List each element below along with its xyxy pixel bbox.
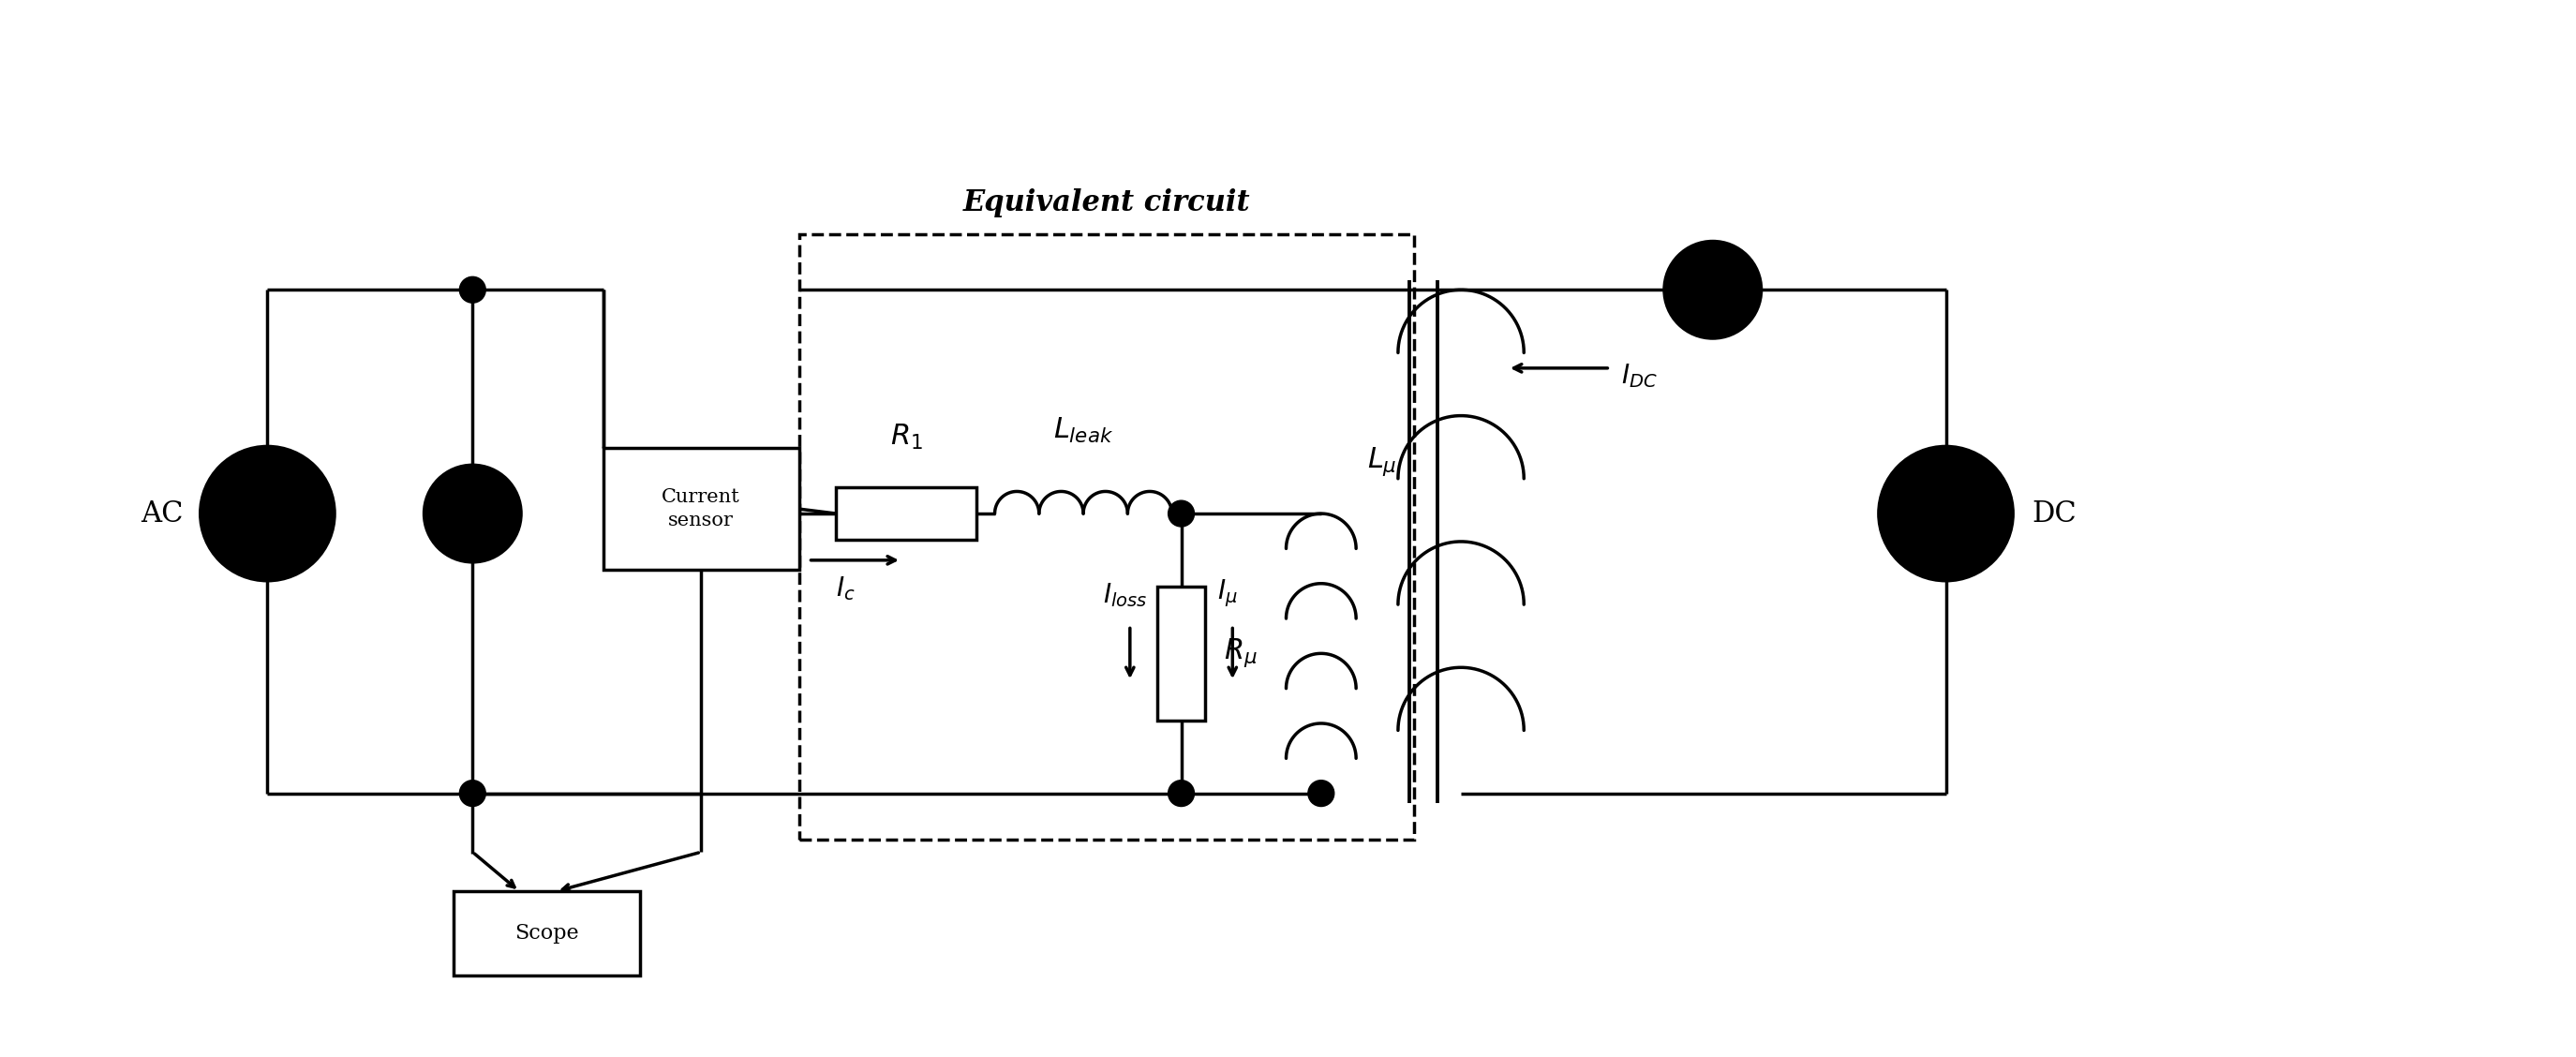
Text: $I_{loss}$: $I_{loss}$ — [1103, 580, 1146, 609]
Circle shape — [1167, 501, 1195, 526]
Circle shape — [1309, 780, 1334, 806]
Text: $I_{\mu}$: $I_{\mu}$ — [1218, 577, 1239, 609]
Text: −: − — [1924, 525, 1945, 549]
Text: Scope: Scope — [515, 923, 580, 944]
Circle shape — [459, 277, 487, 303]
Text: $R_1$: $R_1$ — [889, 423, 922, 452]
Bar — [799, 234, 1414, 840]
Bar — [603, 448, 799, 570]
Text: $L_{\mu}$: $L_{\mu}$ — [1368, 446, 1396, 478]
Text: $I_{DC}$: $I_{DC}$ — [1620, 361, 1656, 390]
Text: V: V — [464, 501, 482, 526]
Bar — [837, 487, 976, 540]
Circle shape — [201, 446, 335, 580]
Text: $L_{leak}$: $L_{leak}$ — [1054, 416, 1113, 445]
Text: A: A — [1703, 277, 1723, 302]
Circle shape — [1167, 780, 1195, 806]
Circle shape — [1664, 241, 1762, 338]
Circle shape — [425, 465, 520, 562]
Text: $I_c$: $I_c$ — [835, 574, 855, 602]
Text: Equivalent circuit: Equivalent circuit — [963, 188, 1249, 217]
Text: $R_{\mu}$: $R_{\mu}$ — [1224, 637, 1257, 669]
Text: Current
sensor: Current sensor — [662, 488, 739, 530]
Text: +: + — [1953, 485, 1968, 504]
Circle shape — [1878, 446, 2012, 580]
Bar — [453, 891, 641, 976]
Bar — [1157, 587, 1206, 721]
Text: AC: AC — [142, 499, 183, 528]
Circle shape — [459, 780, 487, 806]
Text: DC: DC — [2032, 499, 2076, 528]
